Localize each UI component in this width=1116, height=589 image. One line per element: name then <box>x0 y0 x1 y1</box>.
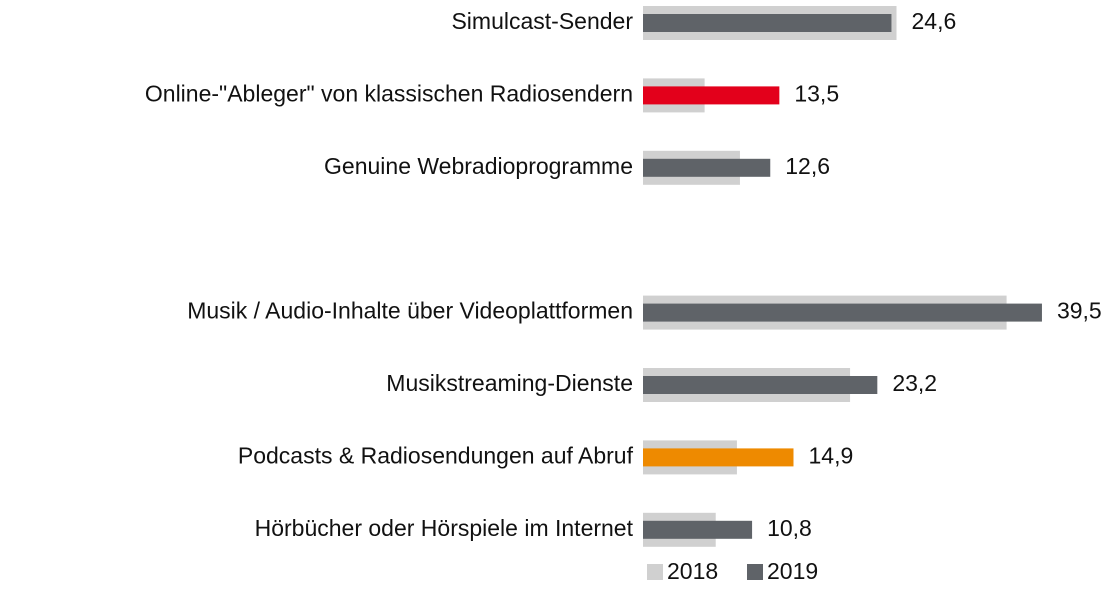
category-label: Hörbücher oder Hörspiele im Internet <box>255 515 634 541</box>
legend-swatch <box>747 564 763 580</box>
bar-2019 <box>643 86 780 105</box>
value-label: 24,6 <box>912 8 957 34</box>
legend-swatch <box>647 564 663 580</box>
category-label: Podcasts & Radiosendungen auf Abruf <box>238 442 634 468</box>
category-label: Simulcast-Sender <box>451 8 633 34</box>
value-label: 14,9 <box>808 442 853 468</box>
category-label: Musik / Audio-Inhalte über Videoplattfor… <box>187 298 633 324</box>
category-label: Online-"Ableger" von klassischen Radiose… <box>145 80 633 106</box>
value-label: 23,2 <box>892 370 937 396</box>
value-label: 10,8 <box>767 515 812 541</box>
bar-2019 <box>643 303 1042 322</box>
bar-2019 <box>643 376 878 394</box>
legend-label: 2019 <box>767 558 818 584</box>
bar-2019 <box>643 520 753 539</box>
value-label: 12,6 <box>785 153 830 179</box>
legend-label: 2018 <box>667 558 718 584</box>
bar-2019 <box>643 14 892 32</box>
category-label: Musikstreaming-Dienste <box>386 370 633 396</box>
bar-2019 <box>643 158 771 177</box>
value-label: 13,5 <box>794 80 839 106</box>
category-label: Genuine Webradioprogramme <box>324 153 633 179</box>
bar-2019 <box>643 448 794 467</box>
value-label: 39,5 <box>1057 298 1102 324</box>
